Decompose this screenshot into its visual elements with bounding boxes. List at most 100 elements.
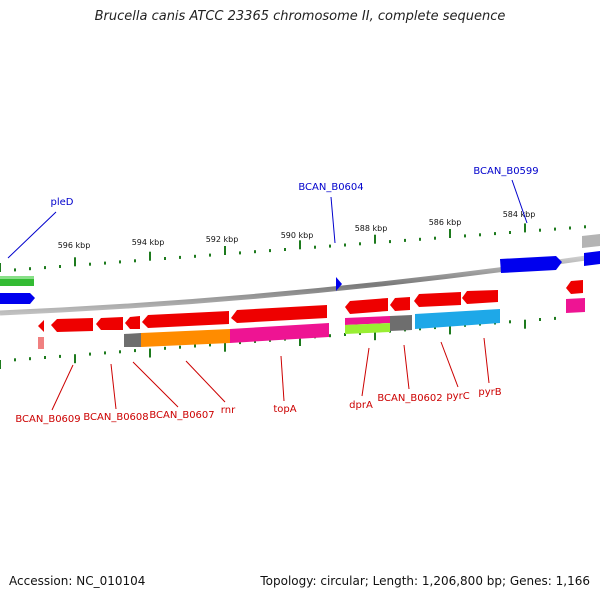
- gene-blue-left[interactable]: [0, 293, 35, 304]
- gene-label-dprA[interactable]: dprA: [349, 400, 373, 411]
- scale-labels: 596 kbp 594 kbp 592 kbp 590 kbp 588 kbp …: [58, 210, 536, 250]
- scale-minor-tick: [104, 261, 106, 265]
- scale-minor-tick: [539, 318, 541, 321]
- scale-minor-tick: [269, 249, 271, 253]
- reverse-strand-genes: [38, 280, 583, 332]
- scale-minor-tick: [359, 331, 361, 335]
- scale-minor-tick: [254, 250, 256, 254]
- scale-minor-tick: [239, 341, 241, 345]
- scale-minor-tick: [494, 232, 496, 236]
- category-cyan: [415, 309, 500, 329]
- scale-minor-tick: [539, 228, 541, 232]
- gene-label-topA[interactable]: topA: [273, 404, 296, 415]
- gene-BCAN_B0602[interactable]: [390, 297, 410, 311]
- scale-minor-tick: [419, 327, 421, 331]
- scale-major-tick: [149, 348, 151, 358]
- scale-minor-tick: [179, 255, 181, 259]
- scale-major-tick: [0, 360, 1, 369]
- scale-minor-tick: [329, 334, 331, 338]
- gene-silver-right[interactable]: [582, 234, 600, 248]
- gene-label-BCAN_B0602[interactable]: BCAN_B0602: [377, 393, 442, 404]
- scale-minor-tick: [209, 343, 211, 347]
- scale-minor-tick: [284, 248, 286, 251]
- scale-label: 596 kbp: [58, 241, 91, 250]
- scale-minor-tick: [104, 351, 106, 355]
- scale-minor-tick: [329, 244, 331, 248]
- scale-minor-tick: [359, 242, 361, 246]
- gene-label-pyrB[interactable]: pyrB: [478, 387, 501, 398]
- scale-minor-tick: [44, 356, 46, 359]
- scale-minor-tick: [194, 254, 196, 258]
- scale-minor-tick: [344, 243, 346, 247]
- scale-major-tick: [224, 342, 226, 352]
- scale-minor-tick: [419, 237, 421, 241]
- scale-minor-tick: [509, 320, 511, 324]
- callout-lines: [7, 179, 528, 411]
- scale-minor-tick: [569, 226, 571, 230]
- accession-text: Accession: NC_010104: [9, 574, 146, 588]
- scale-minor-tick: [14, 358, 16, 362]
- scale-major-tick: [374, 234, 376, 244]
- gene-label-pleD[interactable]: pleD: [51, 197, 74, 208]
- scale-minor-tick: [434, 236, 436, 240]
- category-gray-1: [124, 333, 141, 347]
- gene-BCAN_B0604[interactable]: [336, 277, 342, 291]
- gene-labels-top: pleD BCAN_B0604 BCAN_B0599: [51, 166, 539, 208]
- gene-pyrC[interactable]: [414, 292, 461, 307]
- gene-label-rnr[interactable]: rnr: [221, 405, 236, 416]
- gene-label-BCAN_B0607[interactable]: BCAN_B0607: [149, 410, 214, 421]
- scale-minor-tick: [134, 349, 136, 353]
- scale-minor-tick: [29, 267, 31, 271]
- scale-label: 594 kbp: [132, 238, 165, 247]
- category-magenta-right: [566, 298, 585, 313]
- scale-minor-tick: [479, 233, 481, 237]
- gene-BCAN_B0608[interactable]: [51, 318, 93, 332]
- gene-label-pyrC[interactable]: pyrC: [446, 391, 469, 402]
- category-row: [38, 298, 585, 349]
- gene-label-BCAN_B0604[interactable]: BCAN_B0604: [298, 182, 363, 193]
- scale-label: 588 kbp: [355, 224, 388, 233]
- scale-minor-tick: [554, 227, 556, 231]
- gene-BCAN_B0607[interactable]: [96, 317, 123, 330]
- category-orange: [141, 329, 230, 347]
- scale-major-tick: [524, 319, 526, 329]
- scale-label: 592 kbp: [206, 235, 239, 244]
- scale-minor-tick: [59, 354, 61, 358]
- gene-topA[interactable]: [231, 305, 327, 323]
- gene-red-right[interactable]: [566, 280, 583, 294]
- scale-minor-tick: [509, 231, 511, 234]
- scale-minor-tick: [179, 345, 181, 349]
- scale-minor-tick: [194, 344, 196, 348]
- gene-rnr-small[interactable]: [125, 316, 140, 329]
- category-lime: [345, 323, 390, 334]
- category-gray-2: [390, 315, 412, 331]
- gene-BCAN_B0599[interactable]: [500, 256, 562, 273]
- gene-label-BCAN_B0608[interactable]: BCAN_B0608: [83, 412, 148, 423]
- scale-minor-tick: [29, 357, 31, 361]
- scale-minor-tick: [44, 266, 46, 270]
- gene-rnr[interactable]: [142, 311, 229, 328]
- scale-major-tick: [374, 331, 376, 341]
- topology-summary: Topology: circular; Length: 1,206,800 bp…: [260, 574, 590, 588]
- scale-major-tick: [224, 246, 226, 255]
- scale-major-tick: [449, 229, 451, 238]
- scale-minor-tick: [344, 333, 346, 336]
- gene-BCAN_B0609[interactable]: [38, 320, 44, 332]
- map-title: Brucella canis ATCC 23365 chromosome II,…: [94, 9, 506, 24]
- scale-label: 590 kbp: [281, 231, 314, 240]
- gene-blue-right[interactable]: [584, 251, 600, 266]
- gene-dprA[interactable]: [345, 298, 388, 314]
- category-small-pink: [38, 337, 44, 349]
- scale-minor-tick: [404, 238, 406, 242]
- scale-label: 584 kbp: [503, 210, 536, 219]
- scale-minor-tick: [314, 245, 316, 249]
- gene-pyrB[interactable]: [462, 290, 498, 304]
- scale-minor-tick: [464, 234, 466, 238]
- gene-label-BCAN_B0599[interactable]: BCAN_B0599: [473, 166, 538, 177]
- scale-major-tick: [149, 251, 151, 261]
- gene-label-BCAN_B0609[interactable]: BCAN_B0609: [15, 414, 80, 425]
- scale-minor-tick: [134, 259, 136, 263]
- scale-label: 586 kbp: [429, 218, 462, 227]
- scale-minor-tick: [164, 346, 166, 350]
